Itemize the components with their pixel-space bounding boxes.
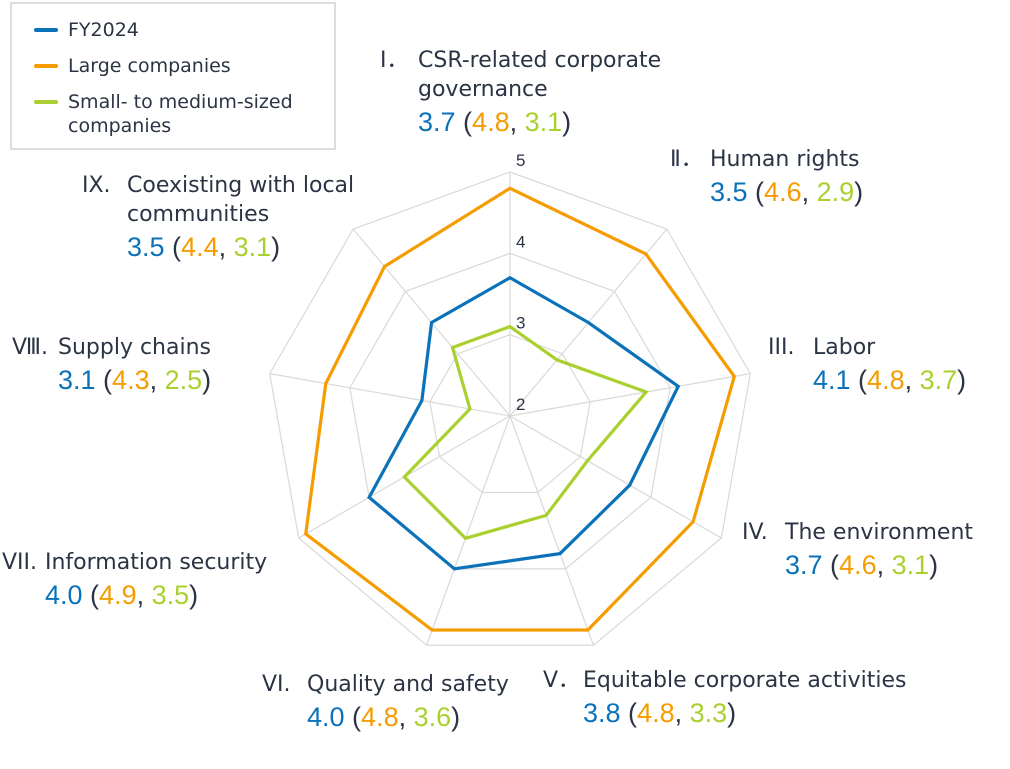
category-numeral: VII. (2, 550, 38, 575)
category-label: Ⅷ. Supply chains 3.1 (4.3, 2.5) (12, 333, 318, 398)
data-label: 3.7 (919, 365, 958, 395)
legend-label: Large companies (68, 55, 231, 77)
data-label: 4.8 (867, 365, 905, 395)
category-label: IX. Coexisting with local communities 3.5 … (82, 171, 427, 265)
data-label: 4.6 (764, 177, 802, 207)
legend-label: FY2024 (68, 19, 139, 41)
series-line (367, 275, 681, 571)
legend-swatch (34, 64, 58, 68)
category-values: 3.5 (4.4, 3.1) (127, 232, 281, 262)
data-label: 2.5 (164, 365, 203, 395)
legend-label: Small- to medium-sized companies (68, 91, 293, 137)
data-label: 3.1 (524, 107, 563, 137)
data-label: 3.5 (710, 177, 748, 207)
category-label: III. Labor 4.1 (4.8, 3.7) (768, 333, 1010, 398)
category-name: The environment (785, 520, 974, 545)
data-label: 4.8 (361, 702, 399, 732)
category-numeral: VI. (262, 672, 291, 697)
category-name: Coexisting with local communities (127, 173, 355, 227)
legend: FY2024 Large companies Small- to medium-… (10, 2, 336, 150)
data-label: 4.4 (181, 232, 219, 262)
category-name: Human rights (710, 147, 860, 172)
data-label: 3.8 (583, 698, 621, 728)
category-values: 3.8 (4.8, 3.3) (583, 698, 737, 728)
data-label: 3.5 (127, 232, 165, 262)
category-values: 3.1 (4.3, 2.5) (58, 365, 212, 395)
category-name: Labor (813, 335, 876, 360)
data-label: 3.6 (413, 702, 452, 732)
category-name: CSR-related corporate governance (418, 48, 662, 102)
data-label: 4.0 (45, 580, 83, 610)
data-label: 3.3 (689, 698, 728, 728)
data-label: 4.0 (307, 702, 345, 732)
category-values: 3.7 (4.8, 3.1) (418, 107, 572, 137)
data-label: 4.1 (813, 365, 851, 395)
legend-item-fy2024: FY2024 (34, 18, 139, 42)
grid-spoke (509, 415, 722, 539)
series-line (402, 324, 649, 541)
data-label: 4.8 (472, 107, 510, 137)
category-numeral: Ⅷ. (12, 335, 48, 360)
r-tick-label: 2 (516, 395, 525, 414)
category-values: 3.7 (4.6, 3.1) (785, 550, 939, 580)
category-label: V． Equitable corporate activities 3.8 (4.8… (543, 666, 1003, 731)
r-tick-label: 4 (516, 232, 525, 251)
data-label: 4.9 (99, 580, 137, 610)
legend-item-sme: Small- to medium-sized companies (34, 90, 314, 138)
legend-swatch (34, 100, 58, 104)
category-values: 4.0 (4.9, 3.5) (45, 580, 199, 610)
legend-item-large: Large companies (34, 54, 231, 78)
category-name: Supply chains (58, 335, 212, 360)
category-values: 3.5 (4.6, 2.9) (710, 177, 864, 207)
grid-spoke (509, 373, 751, 417)
category-label: Ⅱ． Human rights 3.5 (4.6, 2.9) (670, 145, 950, 210)
category-label: VI. Quality and safety 4.0 (4.8, 3.6) (262, 670, 522, 735)
grid-ring-4 (349, 252, 671, 570)
data-label: 3.1 (891, 550, 930, 580)
category-name: Quality and safety (307, 672, 509, 697)
category-name: Equitable corporate activities (583, 668, 907, 693)
data-label: 2.9 (816, 177, 855, 207)
category-numeral: III. (768, 335, 795, 360)
legend-swatch (34, 28, 58, 32)
category-numeral: IV. (742, 520, 768, 545)
r-tick-label: 5 (516, 151, 525, 170)
data-label: 4.8 (637, 698, 675, 728)
category-name: Information security (45, 550, 268, 575)
data-label: 3.5 (151, 580, 190, 610)
series-line (304, 186, 737, 632)
data-label: 3.7 (785, 550, 823, 580)
category-label: IV. The environment 3.7 (4.6, 3.1) (742, 518, 1010, 583)
grid-spoke (425, 415, 511, 646)
r-tick-label: 3 (516, 314, 525, 333)
category-values: 4.1 (4.8, 3.7) (813, 365, 967, 395)
data-label: 4.3 (112, 365, 150, 395)
grid-ring-3 (429, 334, 591, 494)
category-numeral: V． (543, 668, 581, 693)
data-label: 3.1 (58, 365, 96, 395)
category-numeral: Ⅰ． (380, 48, 409, 73)
data-label: 3.7 (418, 107, 456, 137)
grid-ring-5 (269, 171, 751, 646)
category-numeral: Ⅱ． (670, 147, 703, 172)
category-values: 4.0 (4.8, 3.6) (307, 702, 461, 732)
category-label: VII. Information security 4.0 (4.9, 3.5) (2, 548, 365, 613)
data-label: 3.1 (233, 232, 272, 262)
category-numeral: IX. (82, 173, 111, 198)
data-label: 4.6 (839, 550, 877, 580)
category-label: Ⅰ． CSR-related corporate governance 3.7 (4… (380, 46, 718, 140)
grid-spoke (509, 415, 595, 646)
